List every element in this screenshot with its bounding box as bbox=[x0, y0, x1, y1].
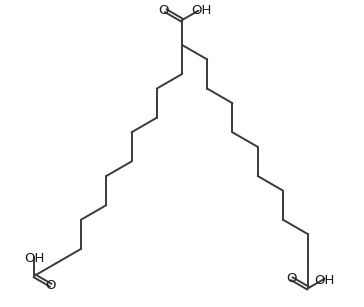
Text: OH: OH bbox=[314, 274, 335, 287]
Text: OH: OH bbox=[24, 252, 44, 265]
Text: O: O bbox=[46, 279, 56, 292]
Text: OH: OH bbox=[192, 4, 212, 17]
Text: O: O bbox=[286, 272, 297, 285]
Text: O: O bbox=[158, 4, 169, 17]
